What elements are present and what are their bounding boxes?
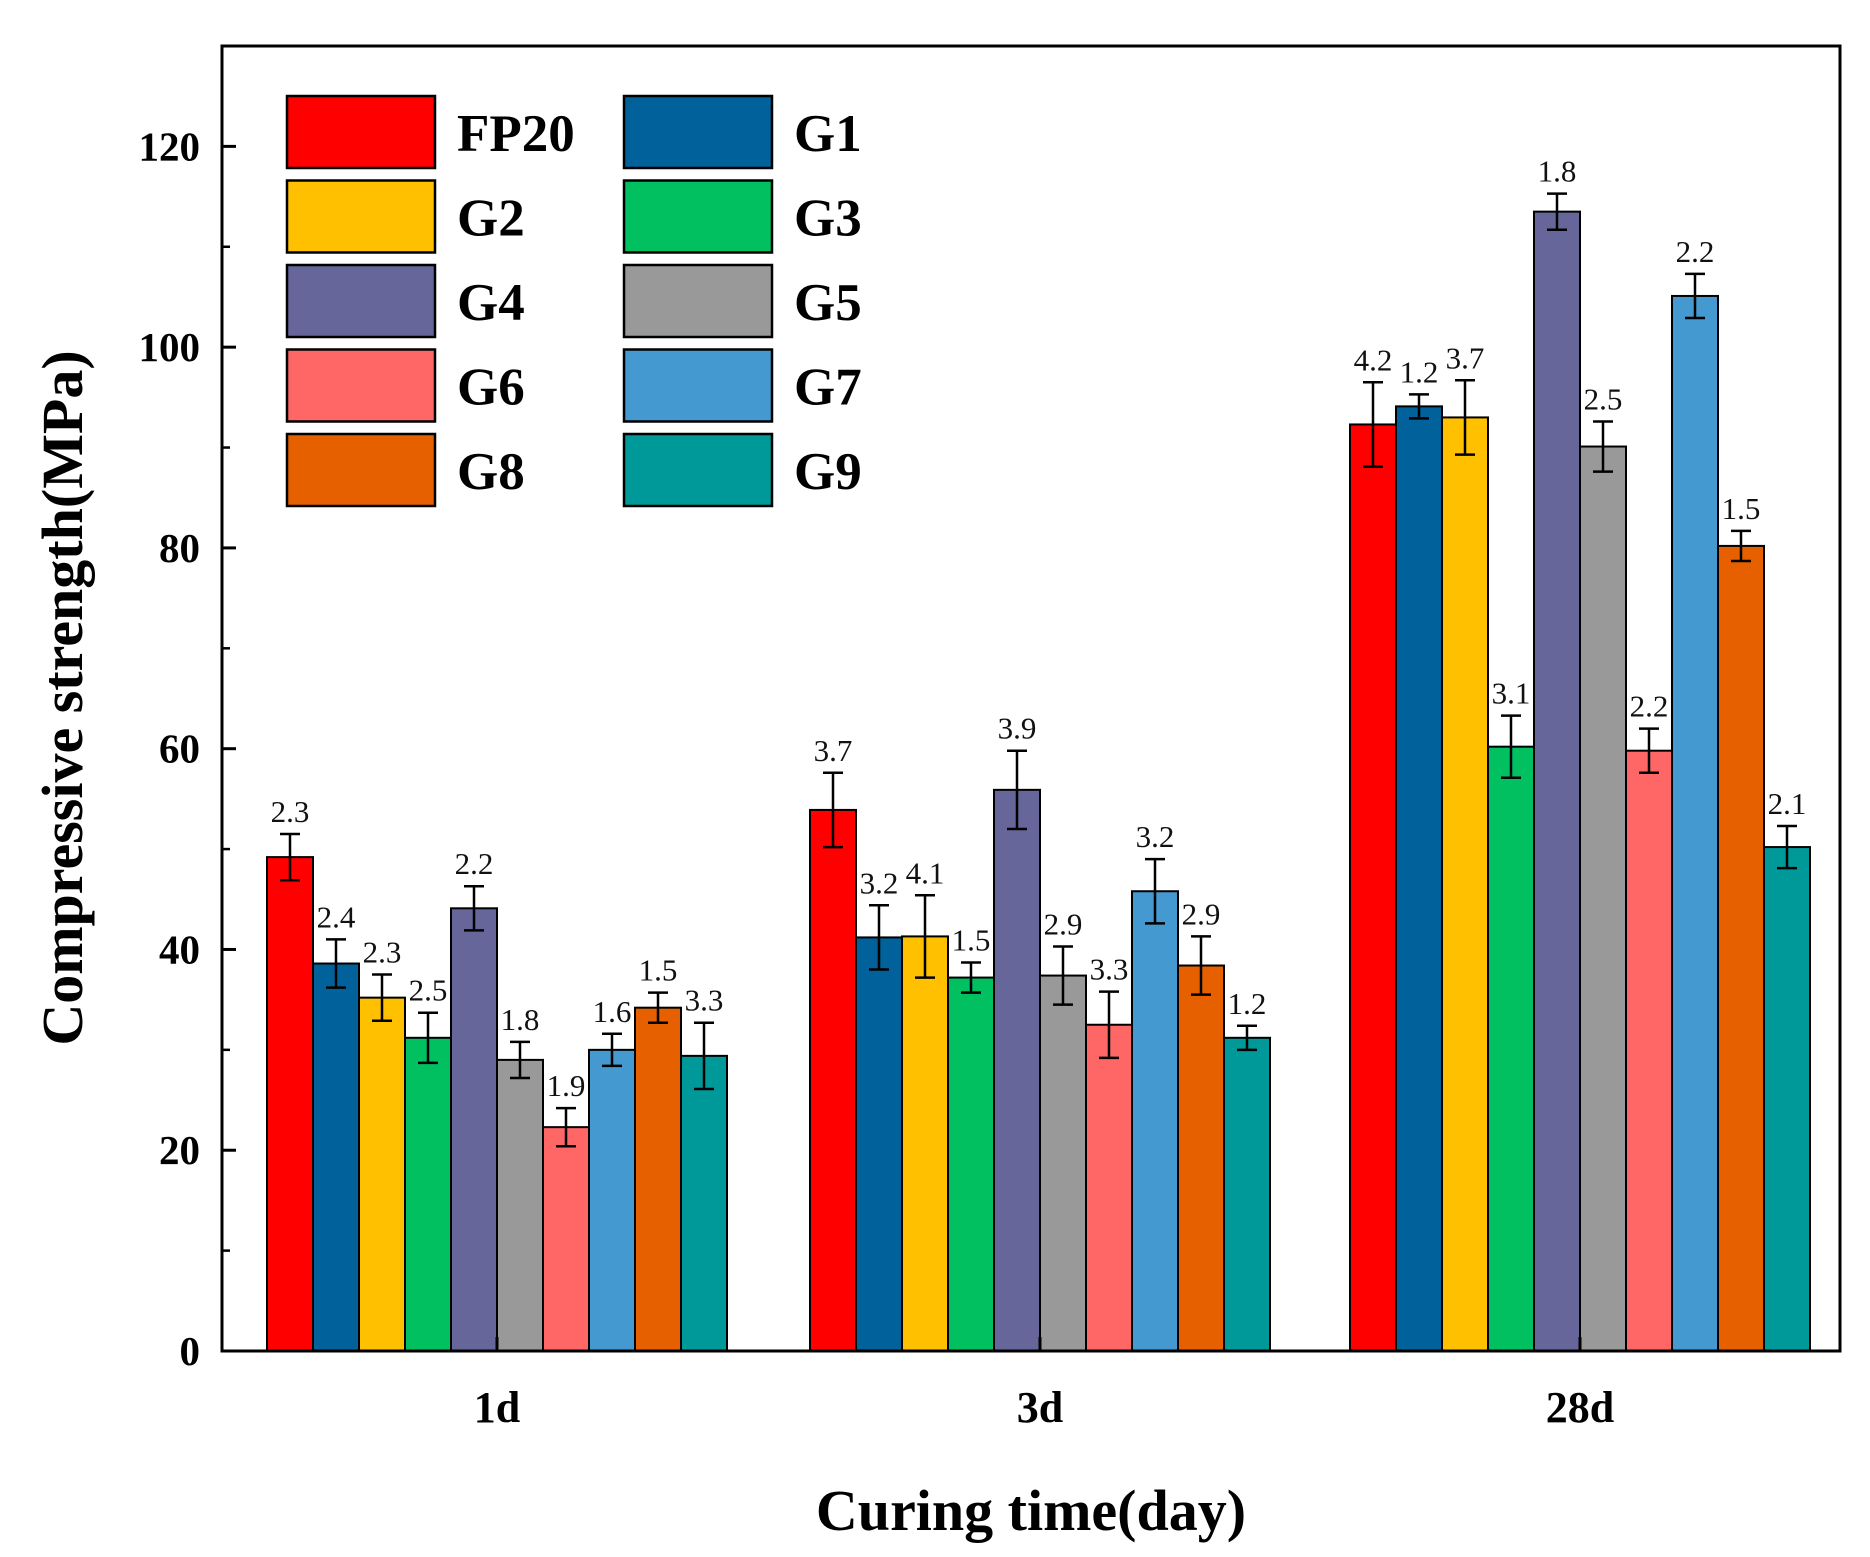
y-tick-label: 40 (159, 926, 200, 972)
error-value-label: 2.1 (1768, 786, 1807, 821)
error-value-label: 1.5 (639, 953, 678, 988)
x-axis-category-labels: 1d 3d 28d (474, 1337, 1614, 1432)
legend-label-g3: G3 (794, 190, 862, 248)
error-value-label: 3.1 (1492, 676, 1531, 711)
error-value-label: 4.1 (906, 855, 945, 890)
error-value-label: 3.7 (814, 733, 853, 768)
bar-g8-1d (634, 1006, 682, 1353)
error-value-label: 1.5 (1722, 491, 1761, 526)
bar-g5-1d (496, 1058, 544, 1353)
legend-label-g2: G2 (457, 190, 525, 248)
bar-g1-3d (855, 936, 903, 1353)
error-value-label: 2.4 (317, 899, 356, 934)
bar-g1-1d (312, 962, 360, 1352)
bar-fp20-3d (809, 808, 857, 1352)
legend-label-g8: G8 (457, 443, 525, 501)
legend-label-g7: G7 (794, 359, 862, 417)
bar-g2-3d (901, 935, 949, 1353)
bar-g4-28d (1533, 210, 1581, 1352)
bar-g3-1d (404, 1036, 452, 1353)
error-value-label: 1.6 (593, 994, 632, 1029)
bars (266, 210, 1811, 1353)
error-value-label: 2.2 (1630, 689, 1669, 724)
error-value-label: 2.3 (363, 935, 402, 970)
error-value-label: 2.3 (271, 794, 310, 829)
bar-g6-1d (542, 1126, 590, 1353)
legend-swatch-g6 (285, 348, 437, 423)
legend-label-g5: G5 (794, 274, 862, 332)
legend-swatch-g7 (622, 348, 774, 423)
legend-swatch-g4 (285, 263, 437, 339)
legend-label-g9: G9 (794, 443, 862, 501)
bar-fp20-1d (266, 856, 314, 1352)
legend-label-g4: G4 (457, 274, 525, 332)
y-tick-label: 80 (159, 525, 200, 571)
legend: FP20 G1 G2 G3 G4 G5 G6 G7 G8 G9 (285, 94, 862, 508)
plot-frame (220, 44, 1842, 1353)
bar-g4-1d (450, 907, 498, 1352)
error-value-label: 2.5 (1584, 381, 1623, 416)
error-value-label: 2.2 (455, 846, 494, 881)
bar-g9-3d (1223, 1036, 1271, 1353)
x-category-label: 28d (1546, 1383, 1614, 1432)
legend-swatch-g8 (285, 432, 437, 508)
bar-g5-3d (1039, 974, 1087, 1352)
legend-swatch-fp20 (285, 94, 437, 170)
error-bars: 2.32.42.32.52.21.81.91.61.53.33.73.2 4.11… (271, 154, 1807, 1148)
bar-g9-28d (1763, 846, 1811, 1352)
error-value-label: 1.2 (1400, 354, 1439, 389)
y-tick-label: 120 (139, 123, 201, 169)
x-category-label: 1d (474, 1383, 520, 1432)
bar-g7-28d (1671, 294, 1719, 1353)
bar-g7-1d (588, 1048, 636, 1353)
bar-g5-28d (1579, 445, 1627, 1352)
legend-swatch-g1 (622, 94, 774, 170)
bar-g8-28d (1717, 544, 1765, 1352)
error-value-label: 3.2 (1136, 819, 1175, 854)
bar-g1-28d (1395, 405, 1443, 1352)
legend-swatch-g2 (285, 179, 437, 254)
x-axis-title: Curing time(day) (816, 1478, 1246, 1543)
bar-g4-3d (993, 788, 1041, 1352)
error-value-label: 1.2 (1228, 986, 1267, 1021)
bar-g6-3d (1085, 1023, 1133, 1352)
bar-fp20-28d (1349, 423, 1397, 1352)
bar-g2-28d (1441, 416, 1489, 1352)
error-value-label: 3.2 (860, 865, 899, 900)
bar-g8-3d (1177, 964, 1225, 1352)
error-value-label: 2.5 (409, 973, 448, 1008)
error-value-label: 3.7 (1446, 340, 1485, 375)
y-tick-label: 100 (139, 324, 201, 370)
error-value-label: 2.9 (1044, 906, 1083, 941)
y-tick-label: 0 (180, 1328, 201, 1374)
legend-swatch-g5 (622, 263, 774, 339)
bar-g2-1d (358, 996, 406, 1353)
legend-label-g1: G1 (794, 105, 862, 163)
error-value-label: 1.8 (1538, 154, 1577, 189)
bar-g3-3d (947, 976, 995, 1352)
y-tick-label: 20 (159, 1127, 200, 1173)
legend-label-fp20: FP20 (457, 105, 575, 163)
error-value-label: 3.9 (998, 711, 1037, 746)
error-value-label: 1.5 (952, 923, 991, 958)
bar-g3-28d (1487, 745, 1535, 1352)
y-axis-ticks: 0 20 40 60 80 100 120 (139, 123, 236, 1374)
error-value-label: 2.2 (1676, 234, 1715, 269)
y-tick-label: 60 (159, 726, 200, 772)
legend-swatch-g9 (622, 432, 774, 508)
error-value-label: 3.3 (685, 983, 724, 1018)
error-value-label: 2.9 (1182, 896, 1221, 931)
legend-swatch-g3 (622, 179, 774, 254)
bar-g9-1d (680, 1054, 728, 1353)
error-value-label: 1.8 (501, 1002, 540, 1037)
error-value-label: 4.2 (1354, 342, 1393, 377)
x-category-label: 3d (1017, 1383, 1063, 1432)
bar-g6-28d (1625, 749, 1673, 1352)
y-axis-title: Compressive strength(MPa) (30, 350, 95, 1045)
error-value-label: 3.3 (1090, 952, 1129, 987)
bar-g7-3d (1131, 890, 1179, 1352)
legend-label-g6: G6 (457, 359, 525, 417)
error-value-label: 1.9 (547, 1068, 586, 1103)
